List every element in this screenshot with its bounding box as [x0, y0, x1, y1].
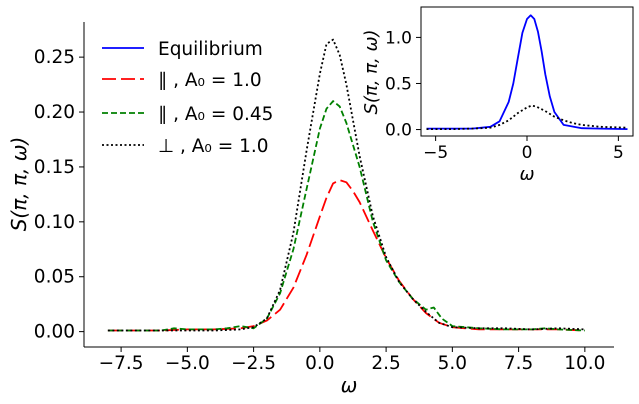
inset-background — [420, 6, 634, 137]
inset-series-line-0 — [426, 14, 628, 130]
main-series-line-3 — [107, 38, 585, 332]
legend-label-parallel-045: ∥ , A₀ = 0.45 — [158, 104, 273, 125]
main-series-lines — [107, 38, 585, 332]
legend-label-perp-1: ⊥ , A₀ = 1.0 — [158, 136, 269, 157]
legend-label-parallel-1: ∥ , A₀ = 1.0 — [158, 70, 262, 91]
legend-entry-parallel-045: ∥ , A₀ = 0.45 — [102, 104, 273, 125]
inset-y-tick-label: 1.0 — [385, 28, 412, 48]
legend-entry-equilibrium: Equilibrium — [102, 39, 263, 60]
main-y-axis-label: S(π, π, ω) — [7, 137, 31, 232]
main-x-tick-label: −5.0 — [165, 353, 210, 374]
main-x-tick-label: 7.5 — [504, 353, 533, 374]
legend: Equilibrium ∥ , A₀ = 1.0 ∥ , A₀ = 0.45 ⊥… — [102, 39, 273, 157]
inset-y-tick-label: 0.5 — [385, 74, 412, 94]
main-y-tick-label: 0.00 — [34, 322, 75, 343]
main-y-tick-label: 0.10 — [34, 212, 75, 233]
inset-series-line-1 — [426, 104, 628, 131]
main-series-line-2 — [107, 100, 585, 332]
main-x-axis-label: ω — [341, 373, 358, 397]
main-x-tick-label: 2.5 — [371, 353, 400, 374]
legend-entry-perp-1: ⊥ , A₀ = 1.0 — [102, 136, 269, 157]
main-y-ticks: 0.00 0.05 0.10 0.15 0.20 0.25 — [34, 47, 84, 343]
main-x-tick-label: 5.0 — [438, 353, 467, 374]
main-y-tick-label: 0.20 — [34, 102, 75, 123]
main-x-tick-label: 0.0 — [305, 353, 334, 374]
legend-label-equilibrium: Equilibrium — [158, 39, 263, 60]
main-chart: −7.5 −5.0 −2.5 0.0 2.5 5.0 7.5 10.0 0.000.050.1… — [7, 22, 614, 397]
inset-chart: −5 0 5 0.0 0.5 1.0 ω S(π, π, ω) — [361, 6, 634, 185]
inset-y-axis-label: S(π, π, ω) — [361, 29, 382, 114]
main-x-ticks: −7.5 −5.0 −2.5 0.0 2.5 5.0 7.5 10.0 — [99, 347, 605, 374]
inset-series-lines — [426, 14, 628, 131]
inset-x-ticks: −5 0 5 — [423, 136, 624, 163]
inset-y-tick-label: 0.0 — [385, 121, 412, 141]
main-y-tick-label: 0.25 — [34, 47, 75, 68]
main-x-tick-label: −2.5 — [231, 353, 276, 374]
main-y-tick-label: 0.05 — [34, 267, 75, 288]
main-x-tick-label: −7.5 — [99, 353, 144, 374]
legend-entry-parallel-1: ∥ , A₀ = 1.0 — [102, 70, 262, 91]
inset-x-tick-label: 0 — [522, 143, 533, 163]
main-y-tick-label: 0.15 — [34, 157, 75, 178]
inset-x-tick-label: −5 — [423, 143, 448, 163]
inset-x-axis-label: ω — [519, 164, 534, 185]
inset-y-ticks: 0.0 0.5 1.0 — [385, 28, 421, 141]
inset-x-tick-label: 5 — [613, 143, 624, 163]
main-x-tick-label: 10.0 — [564, 353, 605, 374]
